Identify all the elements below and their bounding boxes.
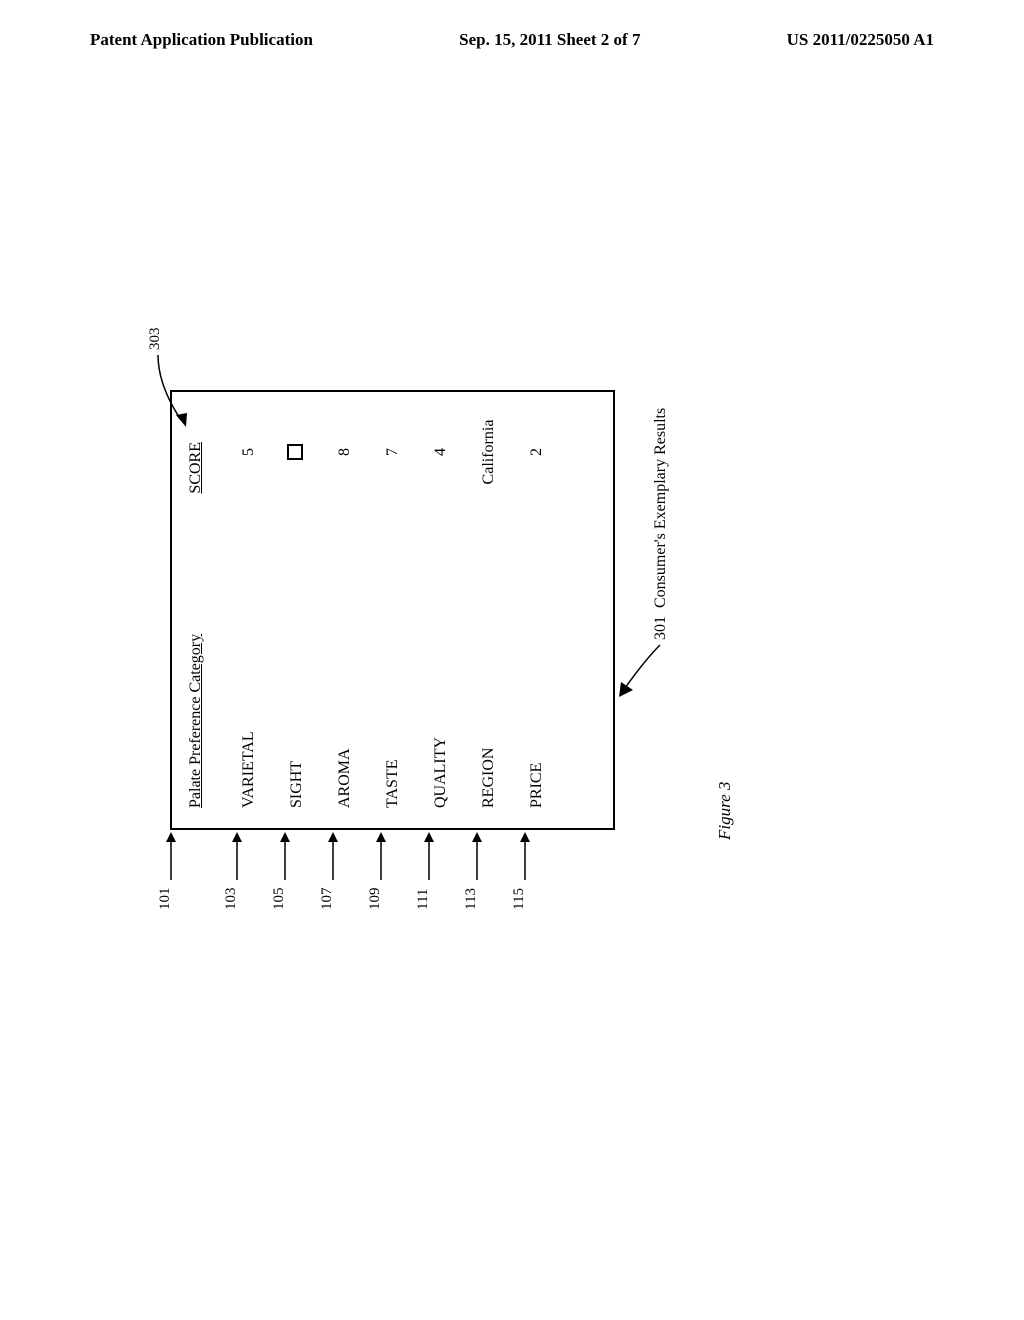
ref-109: 109 bbox=[367, 888, 384, 911]
cat-aroma: AROMA bbox=[336, 748, 354, 808]
table-row: SIGHT bbox=[273, 412, 321, 808]
ref-101: 101 bbox=[157, 888, 174, 911]
arrow-109 bbox=[373, 830, 393, 880]
table-row: QUALITY 4 bbox=[417, 412, 465, 808]
table-row: PRICE 2 bbox=[513, 412, 561, 808]
cat-price: PRICE bbox=[528, 763, 546, 808]
cat-sight: SIGHT bbox=[288, 761, 306, 808]
ref-301-num: 301 bbox=[652, 616, 669, 640]
cat-region: REGION bbox=[480, 748, 498, 808]
ref-105: 105 bbox=[271, 888, 288, 911]
ref-103: 103 bbox=[223, 888, 240, 911]
score-price: 2 bbox=[528, 412, 546, 492]
header-right: US 2011/0225050 A1 bbox=[787, 30, 934, 50]
arrow-301 bbox=[615, 630, 665, 700]
score-sight bbox=[287, 412, 308, 492]
score-quality: 4 bbox=[432, 412, 450, 492]
arrow-101 bbox=[163, 830, 183, 880]
header-center: Sep. 15, 2011 Sheet 2 of 7 bbox=[459, 30, 640, 50]
ref-107: 107 bbox=[319, 888, 336, 911]
header-category: Palate Preference Category bbox=[187, 634, 205, 808]
table-row: TASTE 7 bbox=[369, 412, 417, 808]
rotated-diagram: 101 103 105 107 109 111 113 115 bbox=[215, 325, 615, 905]
arrow-303 bbox=[153, 350, 193, 435]
table-row: REGION California bbox=[465, 412, 513, 808]
score-taste: 7 bbox=[384, 412, 402, 492]
ref-113: 113 bbox=[463, 888, 480, 910]
arrow-107 bbox=[325, 830, 345, 880]
diagram-area: 101 103 105 107 109 111 113 115 bbox=[155, 290, 840, 1050]
cat-taste: TASTE bbox=[384, 760, 402, 809]
arrow-111 bbox=[421, 830, 441, 880]
ref-115: 115 bbox=[511, 888, 528, 910]
cat-varietal: VARIETAL bbox=[240, 731, 258, 808]
score-varietal: 5 bbox=[240, 412, 258, 492]
checkbox-icon bbox=[287, 444, 303, 460]
caption-text: Consumer's Exemplary Results bbox=[652, 408, 669, 608]
header-left: Patent Application Publication bbox=[90, 30, 313, 50]
ref-111: 111 bbox=[415, 889, 432, 910]
table-header-row: Palate Preference Category SCORE bbox=[187, 412, 205, 808]
ref-303: 303 bbox=[147, 328, 164, 351]
cat-quality: QUALITY bbox=[432, 737, 450, 808]
figure-label: Figure 3 bbox=[715, 782, 735, 840]
arrow-105 bbox=[277, 830, 297, 880]
header-score: SCORE bbox=[187, 442, 205, 494]
preference-table: Palate Preference Category SCORE VARIETA… bbox=[170, 390, 615, 830]
ref-301: 301 Consumer's Exemplary Results bbox=[652, 408, 670, 640]
arrow-103 bbox=[229, 830, 249, 880]
score-region: California bbox=[480, 412, 498, 492]
table-row: VARIETAL 5 bbox=[225, 412, 273, 808]
table-row: AROMA 8 bbox=[321, 412, 369, 808]
page-header: Patent Application Publication Sep. 15, … bbox=[0, 0, 1024, 60]
arrow-115 bbox=[517, 830, 537, 880]
arrow-113 bbox=[469, 830, 489, 880]
score-aroma: 8 bbox=[336, 412, 354, 492]
